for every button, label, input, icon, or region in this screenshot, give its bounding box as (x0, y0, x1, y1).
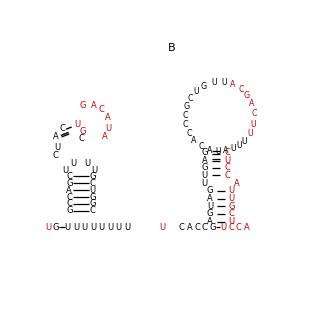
Text: A: A (104, 113, 110, 122)
Text: U: U (215, 147, 221, 156)
Text: A: A (207, 194, 213, 203)
Text: A: A (244, 222, 249, 232)
Text: U: U (230, 144, 236, 153)
Text: G: G (207, 210, 213, 219)
Text: A: A (102, 132, 108, 140)
Text: G: G (89, 172, 96, 181)
Text: C: C (198, 142, 204, 151)
Text: C: C (186, 129, 192, 138)
Text: U: U (92, 165, 98, 175)
Text: A: A (223, 147, 229, 156)
Text: G: G (79, 101, 86, 110)
Text: C: C (90, 179, 95, 188)
Text: C: C (60, 124, 65, 133)
Text: A: A (191, 136, 197, 145)
Text: C: C (238, 85, 244, 94)
Text: A: A (249, 100, 254, 108)
Text: U: U (70, 159, 76, 168)
Text: U: U (62, 165, 68, 175)
Text: C: C (224, 163, 230, 172)
Text: U: U (89, 186, 95, 195)
Text: C: C (90, 206, 95, 215)
Text: G: G (244, 91, 250, 100)
Text: C: C (229, 210, 235, 219)
Text: C: C (236, 222, 242, 232)
Text: U: U (251, 120, 256, 129)
Text: U: U (65, 222, 71, 232)
Text: A: A (234, 179, 240, 188)
Text: U: U (229, 186, 235, 195)
Text: C: C (224, 171, 230, 180)
Text: G: G (202, 148, 208, 157)
Text: U: U (99, 222, 105, 232)
Text: U: U (220, 222, 226, 232)
Text: G: G (202, 163, 208, 172)
Text: C: C (224, 148, 230, 157)
Text: U: U (212, 78, 217, 87)
Text: C: C (202, 222, 208, 232)
Text: U: U (107, 222, 113, 232)
Text: U: U (82, 222, 88, 232)
Text: C: C (99, 105, 105, 114)
Text: U: U (202, 179, 208, 188)
Text: U: U (229, 217, 235, 226)
Text: G: G (228, 202, 235, 211)
Text: U: U (74, 120, 80, 129)
Text: A: A (53, 132, 59, 141)
Text: U: U (229, 194, 235, 203)
Text: U: U (84, 159, 90, 168)
Text: C: C (182, 111, 188, 120)
Text: U: U (105, 124, 111, 132)
Text: U: U (90, 222, 96, 232)
Text: U: U (124, 222, 130, 232)
Text: G: G (89, 193, 96, 202)
Text: U: U (247, 129, 253, 138)
Text: C: C (194, 222, 200, 232)
Text: C: C (79, 134, 84, 143)
Text: U: U (116, 222, 122, 232)
Text: A: A (187, 222, 192, 232)
Text: A: A (230, 80, 235, 89)
Text: U: U (73, 222, 79, 232)
Text: U: U (207, 202, 213, 211)
Text: U: U (45, 222, 52, 232)
Text: U: U (159, 222, 165, 232)
Text: U: U (202, 171, 208, 180)
Text: U: U (242, 137, 247, 146)
Text: B: B (168, 43, 175, 52)
Text: G: G (200, 82, 206, 91)
Text: G: G (209, 222, 216, 232)
Text: G: G (207, 186, 213, 195)
Text: G: G (79, 127, 86, 136)
Text: U: U (194, 87, 199, 96)
Text: G: G (183, 102, 189, 111)
Text: C: C (183, 120, 188, 129)
Text: G: G (89, 199, 96, 208)
Text: A: A (67, 186, 72, 195)
Text: G: G (66, 206, 73, 215)
Text: U: U (221, 78, 227, 87)
Text: U: U (55, 143, 61, 152)
Text: A: A (202, 156, 208, 164)
Text: C: C (66, 199, 72, 208)
Text: C: C (228, 222, 234, 232)
Text: C: C (66, 193, 72, 202)
Text: C: C (66, 172, 72, 181)
Text: G: G (66, 179, 73, 188)
Text: A: A (207, 217, 213, 226)
Text: C: C (251, 109, 257, 118)
Text: C: C (187, 94, 193, 103)
Text: G: G (53, 222, 60, 232)
Text: C: C (179, 222, 185, 232)
Text: C: C (52, 151, 58, 160)
Text: A: A (91, 101, 97, 110)
Text: U: U (236, 141, 242, 150)
Text: A: A (207, 146, 212, 155)
Text: U: U (224, 156, 230, 164)
